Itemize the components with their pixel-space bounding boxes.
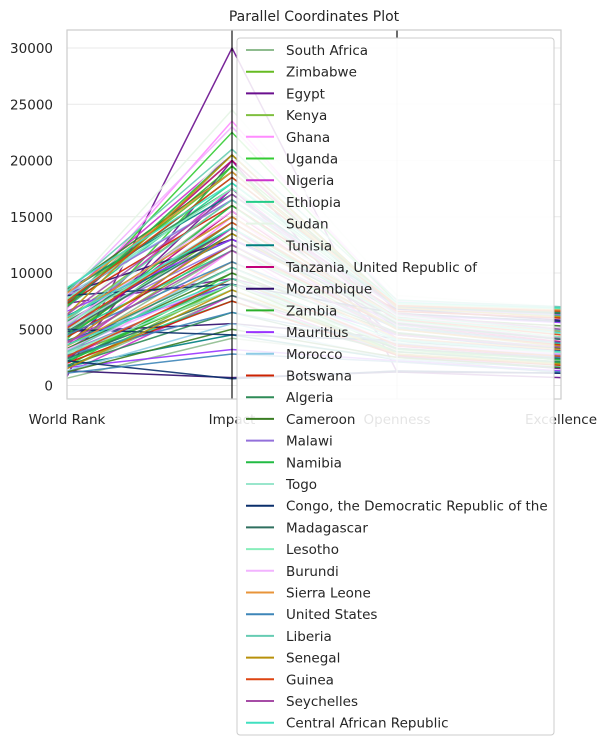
x-tick-label: World Rank	[29, 412, 106, 428]
legend-label: Lesotho	[286, 542, 339, 558]
legend-label: Tanzania, United Republic of	[285, 260, 478, 276]
legend-label: Uganda	[286, 152, 338, 168]
legend-label: Tunisia	[285, 238, 332, 254]
legend-label: Burundi	[286, 564, 339, 580]
legend-label: Namibia	[286, 455, 342, 471]
legend-label: Nigeria	[286, 173, 334, 189]
legend-label: Cameroon	[286, 412, 355, 428]
legend-label: Liberia	[286, 629, 332, 645]
y-tick-label: 20000	[10, 154, 53, 170]
y-tick-labels: 0 5000 10000 15000 20000 25000 30000	[10, 41, 53, 395]
y-tick-label: 30000	[10, 41, 53, 57]
legend-label: Mauritius	[286, 325, 348, 341]
legend-label: United States	[286, 607, 377, 623]
legend-label: Madagascar	[286, 520, 368, 536]
legend-label: Zimbabwe	[286, 65, 357, 81]
legend-label: Morocco	[286, 347, 343, 363]
legend-label: Malawi	[286, 434, 333, 450]
legend-label: Sierra Leone	[286, 586, 371, 602]
legend-label: Congo, the Democratic Republic of the	[286, 499, 548, 515]
legend-label: Senegal	[286, 651, 340, 667]
legend-label: Togo	[285, 477, 317, 493]
y-tick-label: 5000	[19, 322, 53, 338]
legend-label: Seychelles	[286, 694, 358, 710]
y-tick-label: 15000	[10, 210, 53, 226]
legend-box	[236, 37, 555, 736]
legend-label: Kenya	[286, 108, 327, 124]
legend-label: Central African Republic	[286, 716, 449, 732]
legend-label: Zambia	[286, 303, 337, 319]
legend-label: South Africa	[286, 43, 368, 59]
legend-label: Guinea	[286, 672, 334, 688]
legend: South Africa Zimbabwe Egypt Kenya Ghana Ugand…	[236, 37, 555, 736]
legend-label: Sudan	[286, 217, 329, 233]
legend-label: Ghana	[286, 130, 330, 146]
legend-label: Ethiopia	[286, 195, 341, 211]
y-tick-label: 10000	[10, 266, 53, 282]
y-tick-label: 0	[44, 379, 53, 395]
legend-label: Mozambique	[286, 282, 372, 298]
y-tick-label: 25000	[10, 97, 53, 113]
chart-title: Parallel Coordinates Plot	[229, 9, 400, 25]
legend-label: Egypt	[286, 86, 325, 102]
legend-label: Botswana	[286, 369, 352, 385]
legend-label: Algeria	[286, 390, 333, 406]
